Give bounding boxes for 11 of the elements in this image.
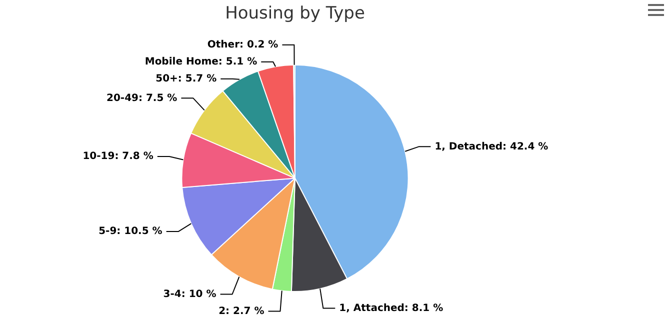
slice-label: Mobile Home: 5.1 % (144, 56, 258, 68)
slice-label: 10-19: 7.8 % (82, 151, 154, 162)
slice-label: 20-49: 7.5 % (106, 92, 178, 104)
slice-label: 2: 2.7 % (218, 306, 264, 317)
slice-label: 3-4: 10 % (163, 288, 216, 300)
slice-label: Other: 0.2 % (207, 39, 278, 50)
slice-label: 1, Attached: 8.1 % (339, 302, 444, 314)
slice-label: 50+: 5.7 % (156, 73, 217, 84)
chart-title: Housing by Type (225, 4, 365, 24)
slice-label: 5-9: 10.5 % (98, 226, 162, 238)
slice-label: 1, Detached: 42.4 % (434, 141, 548, 152)
